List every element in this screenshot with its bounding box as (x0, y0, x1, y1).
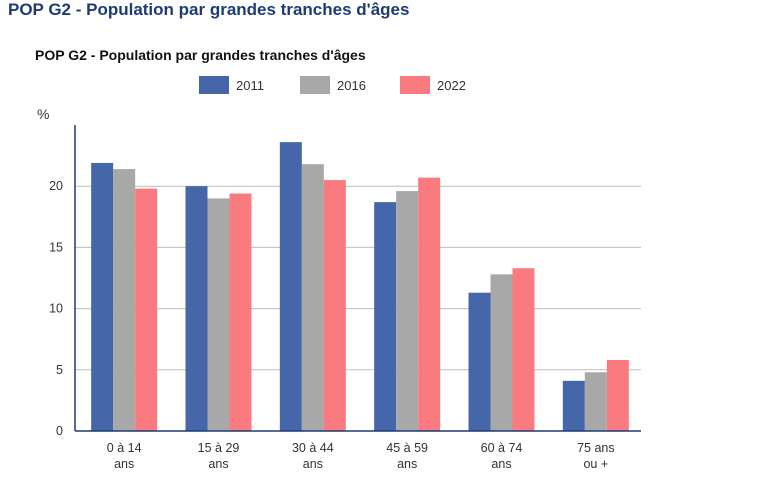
legend-swatch-2011 (199, 76, 229, 94)
bar-2016-0 (113, 169, 136, 431)
bar-2011-1 (185, 186, 208, 431)
x-tick-label: ans (397, 457, 417, 471)
legend-label-2011: 2011 (236, 78, 264, 93)
bars-group (91, 142, 629, 432)
x-tick-label: ans (208, 457, 228, 471)
legend-swatch-2022 (400, 76, 430, 94)
bar-2016-4 (490, 274, 513, 431)
bar-2016-5 (584, 372, 607, 431)
chart-title: POP G2 - Population par grandes tranches… (35, 47, 366, 63)
legend-label-2022: 2022 (437, 78, 466, 93)
bar-2011-4 (468, 292, 491, 431)
bar-2022-2 (323, 180, 346, 431)
bar-2011-5 (562, 380, 585, 431)
y-tick-label: 10 (49, 302, 63, 316)
bar-2016-1 (207, 198, 230, 431)
y-tick-label: 15 (49, 240, 63, 254)
bar-2011-0 (91, 162, 114, 431)
x-tick-label: ans (491, 457, 511, 471)
x-tick-label: 75 ans (577, 441, 615, 455)
legend-label-2016: 2016 (337, 78, 366, 93)
bar-2022-5 (606, 360, 629, 431)
axes (74, 125, 641, 432)
bar-2011-2 (279, 142, 302, 432)
bar-2022-0 (135, 188, 158, 431)
y-tick-label: 20 (49, 179, 63, 193)
bar-2022-3 (418, 177, 441, 431)
bar-2022-1 (229, 193, 252, 431)
x-tick-label: ans (114, 457, 134, 471)
x-tick-label: ans (303, 457, 323, 471)
bar-2016-3 (396, 191, 419, 431)
x-tick-label: 30 à 44 (292, 441, 334, 455)
y-tick-label: 0 (56, 424, 63, 438)
x-tick-label: ou + (583, 457, 608, 471)
x-tick-label: 45 à 59 (386, 441, 428, 455)
x-tick-label: 15 à 29 (198, 441, 240, 455)
chart-legend: 2011 2016 2022 (199, 76, 466, 94)
y-axis-unit-label: % (37, 106, 49, 122)
bar-2011-3 (374, 202, 397, 431)
bar-2022-4 (512, 268, 535, 431)
x-axis-labels: 0 à 14 ans 15 à 29 ans 30 à 44 ans 45 à 59 ans 6… (107, 441, 615, 471)
bar-2016-2 (301, 164, 324, 431)
x-tick-label: 60 à 74 (481, 441, 523, 455)
y-tick-label: 5 (56, 363, 63, 377)
x-tick-label: 0 à 14 (107, 441, 142, 455)
gridlines: 0 5 10 15 20 (49, 179, 641, 438)
page-heading: POP G2 - Population par grandes tranches… (8, 0, 410, 19)
legend-swatch-2016 (300, 76, 330, 94)
